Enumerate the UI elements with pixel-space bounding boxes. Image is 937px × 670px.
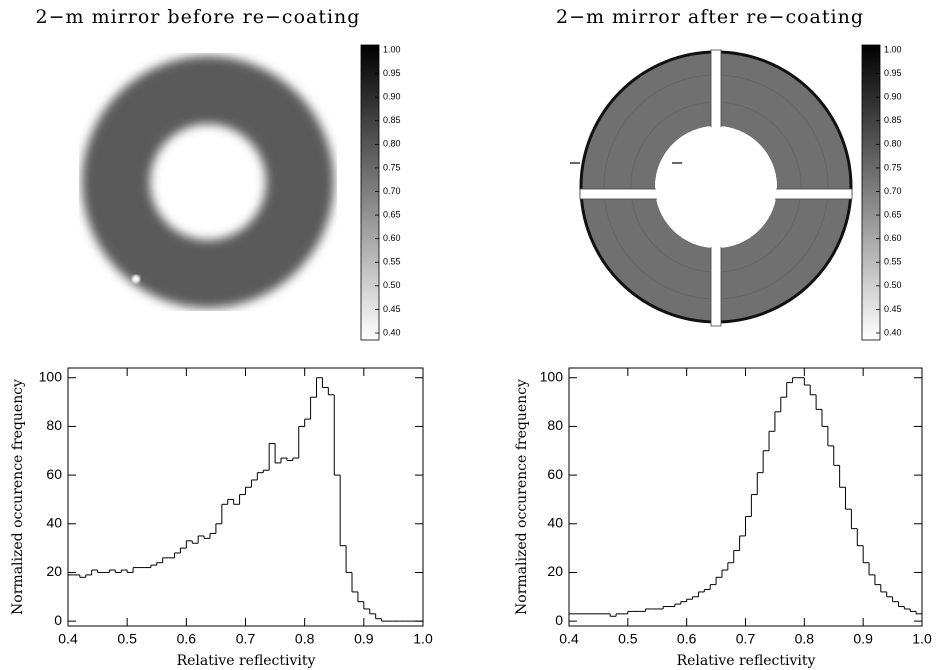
chart-title: 2−m mirror before re−coating xyxy=(36,6,361,28)
colorbar-tick-label: 0.70 xyxy=(884,186,902,196)
plot-frame xyxy=(568,367,923,627)
colorbar-tick-label: 0.60 xyxy=(383,233,401,243)
x-tick-label: 0.7 xyxy=(736,631,756,647)
colorbar-tick-label: 0.55 xyxy=(383,257,401,267)
colorbar-tick-label: 0.70 xyxy=(383,186,401,196)
x-tick-label: 0.7 xyxy=(236,631,256,647)
x-tick-label: 0.9 xyxy=(354,631,374,647)
colorbar-tick-label: 0.45 xyxy=(383,304,401,314)
mirror-image-before xyxy=(82,50,334,314)
mirror-image-after xyxy=(570,49,853,327)
x-tick-label: 1.0 xyxy=(413,631,433,647)
x-tick-label: 0.5 xyxy=(117,631,137,647)
y-axis-label: Normalized occurence frequency xyxy=(514,379,530,615)
colorbar-tick-label: 0.50 xyxy=(884,280,902,290)
colorbar-tick-label: 0.85 xyxy=(884,115,902,125)
colorbar xyxy=(360,44,380,341)
y-tick-label: 80 xyxy=(46,417,62,433)
y-axis-label: Normalized occurence frequency xyxy=(10,379,26,615)
x-tick-label: 0.6 xyxy=(677,631,697,647)
colorbar-tick-label: 0.55 xyxy=(884,257,902,267)
colorbar-tick-label: 0.40 xyxy=(884,327,902,337)
colorbar-tick-label: 0.90 xyxy=(383,92,401,102)
y-tick-label: 40 xyxy=(547,514,563,530)
plot-frame xyxy=(67,367,424,627)
x-tick-label: 0.8 xyxy=(795,631,815,647)
colorbar-tick-label: 0.60 xyxy=(884,233,902,243)
colorbar-tick-label: 0.95 xyxy=(884,68,902,78)
y-tick-label: 100 xyxy=(39,368,63,384)
y-tick-label: 80 xyxy=(547,417,563,433)
y-tick-label: 0 xyxy=(555,612,563,628)
colorbar-tick-label: 0.95 xyxy=(383,68,401,78)
x-tick-label: 0.9 xyxy=(853,631,873,647)
colorbar-tick-label: 1.00 xyxy=(383,44,401,54)
x-tick-label: 1.0 xyxy=(912,631,932,647)
x-tick-label: 0.4 xyxy=(559,631,579,647)
x-tick-label: 0.6 xyxy=(177,631,197,647)
colorbar-tick-label: 0.50 xyxy=(383,280,401,290)
colorbar-tick-label: 0.90 xyxy=(884,92,902,102)
colorbar-tick-label: 0.75 xyxy=(884,162,902,172)
x-tick-label: 0.5 xyxy=(618,631,638,647)
x-axis-label: Relative reflectivity xyxy=(177,653,316,669)
colorbar-tick-label: 0.80 xyxy=(383,139,401,149)
colorbar-tick-label: 0.65 xyxy=(884,209,902,219)
colorbar-tick-label: 0.75 xyxy=(383,162,401,172)
x-tick-label: 0.8 xyxy=(295,631,315,647)
y-tick-label: 60 xyxy=(547,466,563,482)
colorbar-tick-label: 0.85 xyxy=(383,115,401,125)
y-tick-label: 60 xyxy=(46,466,62,482)
y-tick-label: 20 xyxy=(46,563,62,579)
y-tick-label: 20 xyxy=(547,563,563,579)
colorbar-tick-label: 0.65 xyxy=(383,209,401,219)
y-tick-label: 40 xyxy=(46,514,62,530)
x-tick-label: 0.4 xyxy=(58,631,78,647)
colorbar-tick-label: 0.40 xyxy=(383,327,401,337)
colorbar-tick-label: 1.00 xyxy=(884,44,902,54)
colorbar-tick-label: 0.45 xyxy=(884,304,902,314)
x-axis-label: Relative reflectivity xyxy=(677,653,816,669)
chart-title: 2−m mirror after re−coating xyxy=(556,6,864,28)
y-tick-label: 100 xyxy=(540,368,564,384)
colorbar xyxy=(861,44,881,341)
colorbar-tick-label: 0.80 xyxy=(884,139,902,149)
y-tick-label: 0 xyxy=(54,612,62,628)
